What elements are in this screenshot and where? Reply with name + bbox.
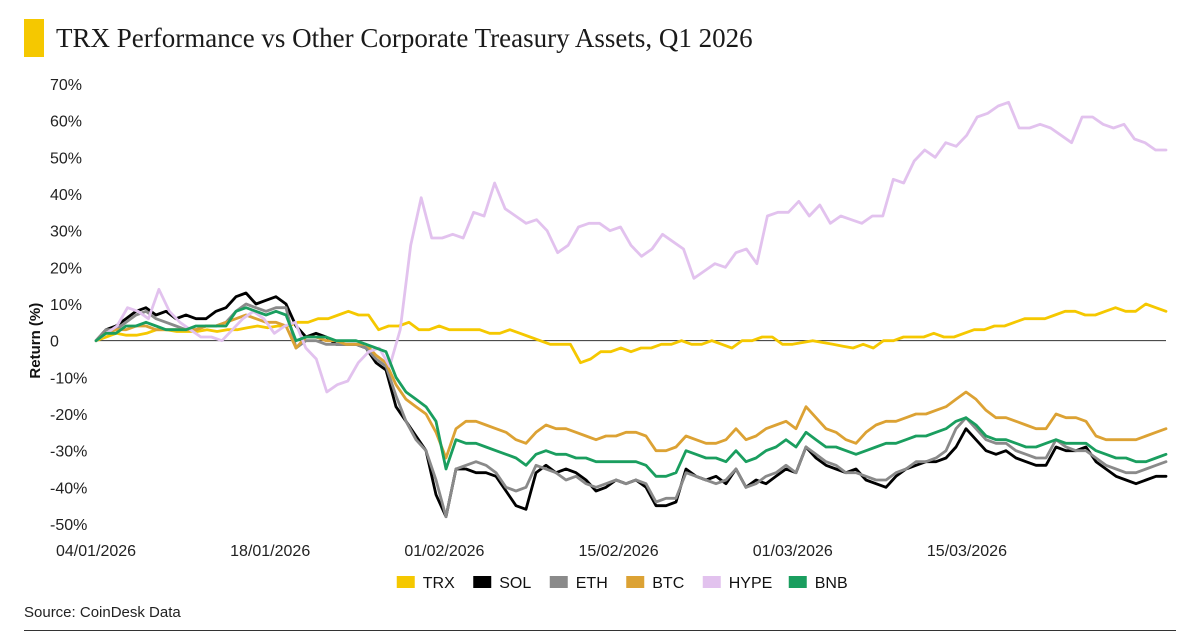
y-tick-label: 10% — [50, 297, 82, 314]
x-tick-label: 18/01/2026 — [230, 543, 310, 560]
chart-header: TRX Performance vs Other Corporate Treas… — [24, 18, 753, 58]
legend-label-hype: HYPE — [729, 575, 773, 592]
legend-label-sol: SOL — [499, 575, 531, 592]
title-accent-bar — [24, 19, 44, 57]
y-tick-label: 0 — [50, 334, 59, 351]
x-tick-label: 15/02/2026 — [579, 543, 659, 560]
y-tick-label: -20% — [50, 407, 87, 424]
x-tick-label: 15/03/2026 — [927, 543, 1007, 560]
legend-swatch-trx — [396, 576, 415, 588]
legend-swatch-hype — [702, 576, 721, 588]
y-tick-label: -30% — [50, 444, 87, 461]
legend-label-trx: TRX — [423, 575, 455, 592]
legend-label-eth: ETH — [576, 575, 608, 592]
x-tick-label: 01/02/2026 — [404, 543, 484, 560]
series-line-btc — [94, 313, 1168, 460]
x-tick-label: 04/01/2026 — [56, 543, 136, 560]
legend-label-bnb: BNB — [815, 575, 848, 592]
legend-swatch-eth — [549, 576, 568, 588]
y-tick-label: 40% — [50, 187, 82, 204]
source-note: Source: CoinDesk Data — [24, 604, 181, 621]
series-line-hype — [94, 100, 1168, 394]
y-tick-label: 70% — [50, 77, 82, 94]
chart-title: TRX Performance vs Other Corporate Treas… — [56, 22, 753, 53]
legend-swatch-sol — [473, 576, 492, 588]
y-axis-title: Return (%) — [27, 303, 44, 379]
bottom-divider — [24, 630, 1176, 631]
line-chart: Return (%) -50% -40% -30% -20% -10% 0 10% 20% 30%… — [27, 77, 1168, 592]
y-tick-label: 20% — [50, 260, 82, 277]
y-tick-label: 50% — [50, 150, 82, 167]
legend-swatch-bnb — [788, 576, 807, 588]
y-tick-label: -50% — [50, 517, 87, 534]
series-line-bnb — [94, 306, 1168, 478]
series-line-eth — [94, 302, 1168, 519]
series-line-trx — [94, 302, 1168, 365]
y-tick-label: 30% — [50, 224, 82, 241]
legend-swatch-btc — [626, 576, 645, 588]
y-tick-label: -10% — [50, 370, 87, 387]
y-tick-label: -40% — [50, 480, 87, 497]
y-tick-label: 60% — [50, 114, 82, 131]
legend-label-btc: BTC — [652, 575, 684, 592]
x-tick-label: 01/03/2026 — [753, 543, 833, 560]
